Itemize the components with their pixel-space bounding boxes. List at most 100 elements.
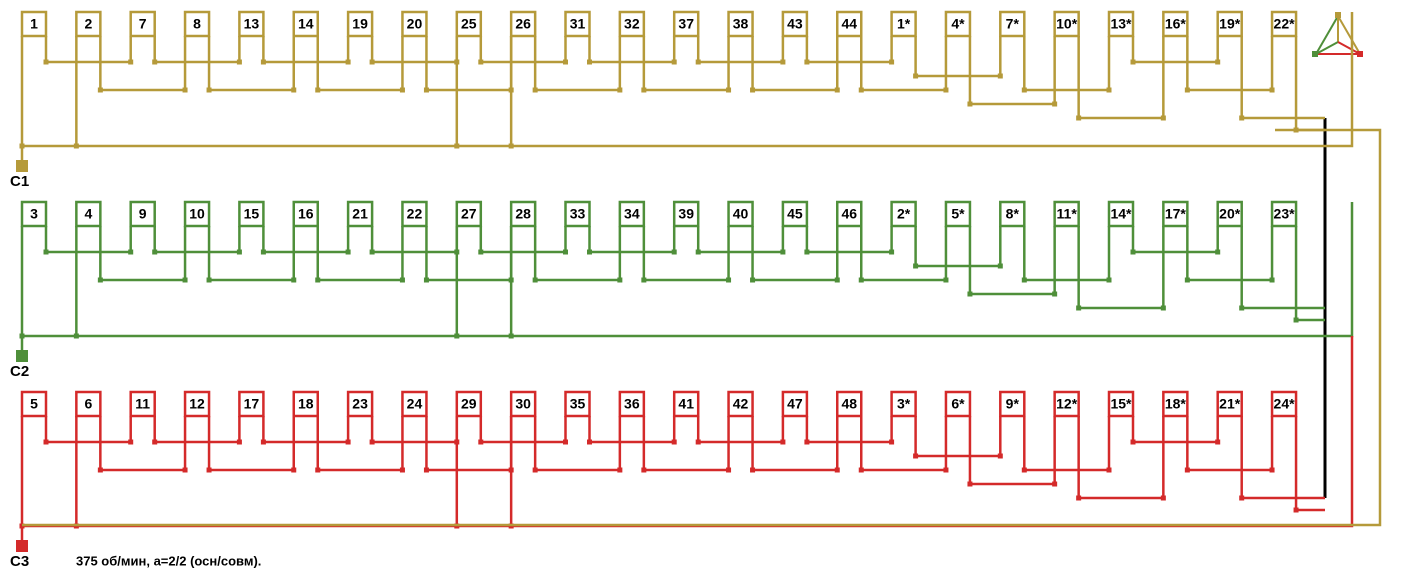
slot-box <box>75 200 102 228</box>
slot-box <box>346 200 374 228</box>
slot-label: 8 <box>193 16 201 32</box>
slot-label: 29 <box>461 396 477 412</box>
joint <box>152 439 158 445</box>
wire <box>805 36 893 64</box>
wire <box>805 416 893 444</box>
slot-box <box>1107 10 1135 38</box>
slot-label: 4 <box>84 206 92 222</box>
wire <box>805 226 893 254</box>
slot-label: 5 <box>30 396 38 412</box>
slot-box <box>183 390 211 418</box>
slot-label: 2 <box>84 16 92 32</box>
wire <box>1077 226 1165 310</box>
joint <box>750 87 756 93</box>
slot-label: 22 <box>407 206 423 222</box>
joint <box>671 439 677 445</box>
wire <box>1131 226 1219 254</box>
joint <box>750 277 756 283</box>
joint <box>1052 291 1058 297</box>
joint <box>97 87 103 93</box>
slot-box <box>292 10 319 38</box>
joint <box>997 453 1003 459</box>
joint <box>1076 115 1082 121</box>
slot-box <box>672 10 700 38</box>
joint <box>236 439 242 445</box>
wire <box>696 36 785 64</box>
slot-label: 3 <box>30 206 38 222</box>
joint <box>128 59 134 65</box>
terminal <box>16 160 28 172</box>
slot-label: 14 <box>298 16 314 32</box>
joint <box>913 263 919 269</box>
slot-box <box>564 200 591 228</box>
slot-box <box>401 390 428 418</box>
slot-box <box>944 10 972 38</box>
joint <box>1215 439 1221 445</box>
joint <box>1293 507 1299 513</box>
wire <box>1294 36 1325 132</box>
slot-box <box>1162 200 1189 228</box>
joint <box>997 263 1003 269</box>
joint <box>1269 277 1275 283</box>
joint <box>1106 87 1112 93</box>
joint <box>236 249 242 255</box>
slot-label: 31 <box>570 16 586 32</box>
slot-box <box>1216 200 1243 228</box>
wire <box>1294 226 1325 322</box>
slot-label: 13* <box>1110 16 1132 32</box>
slot-label: 37 <box>678 16 694 32</box>
joint <box>563 439 568 445</box>
joint <box>889 439 895 445</box>
joint <box>1160 115 1166 121</box>
joint <box>695 249 701 255</box>
joint <box>587 59 592 65</box>
wire <box>1077 416 1165 500</box>
slot-label: 39 <box>678 206 694 222</box>
slot-label: 40 <box>733 206 749 222</box>
slot-label: 23* <box>1274 206 1296 222</box>
wire <box>1186 36 1274 92</box>
wire <box>1023 226 1111 282</box>
wire <box>44 36 132 64</box>
slot-label: 34 <box>624 206 640 222</box>
joint <box>1021 277 1027 283</box>
joint <box>641 277 647 283</box>
joint <box>1160 495 1166 501</box>
wire <box>914 226 1002 268</box>
slot-box <box>836 200 863 228</box>
wire <box>262 226 350 254</box>
slot-label: 47 <box>787 396 803 412</box>
joint <box>967 101 973 107</box>
joint <box>1239 115 1245 121</box>
joint <box>206 277 212 283</box>
slot-label: 41 <box>678 396 694 412</box>
wire <box>968 36 1056 106</box>
joint <box>943 467 949 473</box>
slot-box <box>781 390 809 418</box>
slot-box <box>509 390 537 418</box>
joint <box>695 59 701 65</box>
wire <box>153 36 241 64</box>
joint <box>858 277 864 283</box>
slot-label: 7* <box>1006 16 1020 32</box>
slot-box <box>836 390 863 418</box>
slot-label: 6* <box>951 396 965 412</box>
joint <box>43 249 49 255</box>
wire <box>370 416 459 444</box>
joint <box>532 467 538 473</box>
slot-label: 7 <box>139 16 147 32</box>
slot-box <box>455 10 483 38</box>
joint <box>967 291 973 297</box>
wire <box>1077 36 1165 120</box>
joint <box>97 277 103 283</box>
joint <box>1052 481 1058 487</box>
slot-box <box>1162 10 1189 38</box>
slot-box <box>836 10 863 38</box>
joint <box>1130 439 1136 445</box>
slot-label: 22* <box>1274 16 1296 32</box>
joint <box>399 467 405 473</box>
slot-label: 20 <box>407 16 423 32</box>
slot-label: 35 <box>570 396 586 412</box>
joint <box>943 277 949 283</box>
joint <box>369 249 375 255</box>
